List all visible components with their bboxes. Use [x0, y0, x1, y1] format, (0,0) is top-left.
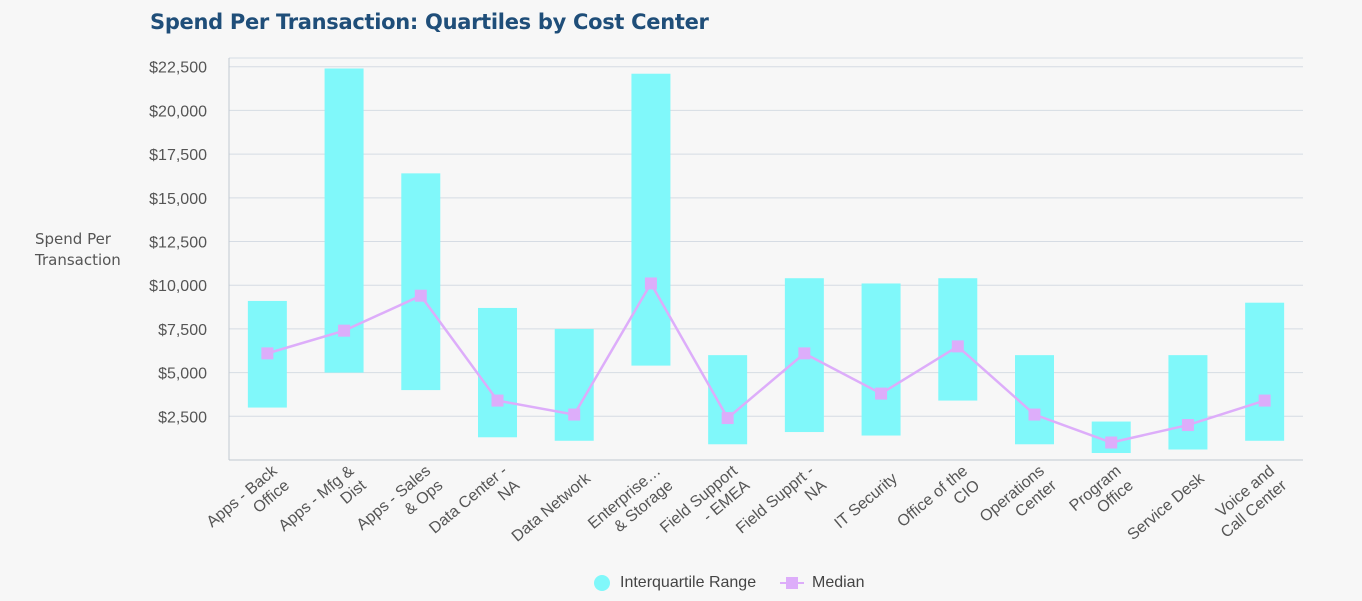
median-point[interactable]: [1028, 408, 1041, 421]
x-tick-label: Field Supprt -NA: [733, 462, 830, 552]
x-tick-label: ProgramOffice: [1067, 462, 1137, 529]
median-point[interactable]: [798, 347, 811, 360]
x-tick-label: OperationsCenter: [977, 462, 1061, 540]
chart-legend: Interquartile Range Median: [0, 570, 1362, 598]
legend-item-iqr[interactable]: Interquartile Range: [594, 574, 756, 592]
median-point[interactable]: [1105, 436, 1118, 449]
median-point[interactable]: [875, 387, 888, 400]
chart-title: Spend Per Transaction: Quartiles by Cost…: [150, 10, 709, 34]
iqr-bar[interactable]: [631, 73, 671, 366]
median-series-line: [267, 280, 1266, 444]
median-point[interactable]: [1258, 394, 1271, 407]
y-tick-label: $5,000: [158, 366, 207, 383]
y-tick-label: $12,500: [149, 235, 207, 252]
x-tick-label: Data Network: [509, 470, 595, 546]
x-tick-label: IT Security: [832, 470, 901, 532]
x-tick-label: Service Desk: [1125, 470, 1209, 544]
y-axis-label-text: Spend Per Transaction: [35, 230, 121, 269]
iqr-bar[interactable]: [401, 173, 441, 391]
y-tick-label: $2,500: [158, 409, 207, 426]
y-tick-label: $22,500: [149, 60, 207, 77]
iqr-bar[interactable]: [478, 307, 517, 438]
legend-median-label: Median: [812, 574, 865, 591]
legend-iqr-swatch-icon: [594, 575, 610, 591]
y-tick-label: $7,500: [158, 322, 207, 339]
legend-iqr-label: Interquartile Range: [620, 574, 757, 591]
x-tick-label: Apps - Mfg &Dist: [276, 462, 370, 549]
x-tick-label: Data Center -NA: [426, 462, 523, 552]
legend-item-median[interactable]: Median: [780, 574, 864, 592]
iqr-bar[interactable]: [1245, 302, 1285, 441]
iqr-bar[interactable]: [938, 278, 978, 401]
median-point[interactable]: [261, 347, 274, 360]
y-tick-label: $20,000: [149, 103, 207, 120]
x-tick-label: Apps - Sales& Ops: [354, 463, 447, 549]
y-tick-label: $15,000: [149, 191, 207, 208]
median-point[interactable]: [568, 408, 581, 421]
y-axis-label: Spend Per Transaction: [35, 229, 125, 271]
median-point[interactable]: [1181, 419, 1194, 432]
x-tick-label: Enterprise…& Storage: [585, 462, 676, 547]
iqr-bar[interactable]: [1168, 355, 1208, 450]
y-tick-label: $10,000: [149, 278, 207, 295]
x-tick-label: Apps - BackOffice: [204, 462, 294, 546]
median-point[interactable]: [644, 277, 657, 290]
median-point[interactable]: [414, 289, 427, 302]
median-point[interactable]: [338, 324, 351, 337]
x-tick-label: Field Support- EMEA: [657, 462, 753, 551]
median-point[interactable]: [491, 394, 504, 407]
chart-plot-area: $2,500 $5,000 $7,500 $10,000 $12,500 $15,000 $…: [149, 57, 1303, 552]
x-tick-label: Office of theCIO: [894, 462, 983, 545]
iqr-bar[interactable]: [554, 328, 594, 441]
x-tick-label: Voice andCall Center: [1206, 462, 1291, 541]
legend-median-swatch-icon: [780, 575, 804, 591]
iqr-bar[interactable]: [324, 68, 364, 373]
iqr-bar[interactable]: [861, 283, 901, 436]
y-tick-label: $17,500: [149, 147, 207, 164]
iqr-bar[interactable]: [1015, 355, 1054, 445]
median-point[interactable]: [721, 412, 734, 425]
iqr-bar[interactable]: [708, 355, 748, 445]
median-point[interactable]: [951, 340, 964, 353]
